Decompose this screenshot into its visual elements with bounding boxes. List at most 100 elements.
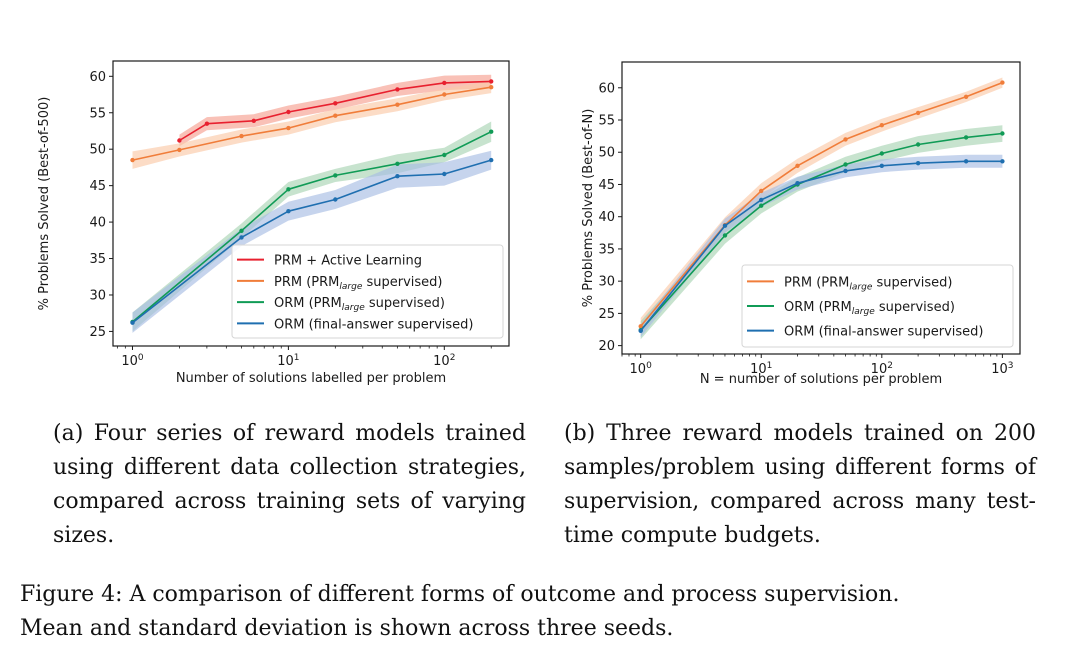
data-point (963, 159, 969, 164)
data-point (251, 118, 256, 124)
y-axis-label: % Problems Solved (Best-of-N) (581, 109, 596, 308)
y-tick-label: 25 (89, 325, 106, 340)
data-point (130, 320, 135, 325)
data-point (915, 161, 921, 166)
y-tick-label: 20 (598, 339, 615, 354)
data-point (879, 151, 884, 156)
x-tick-label: 101 (277, 353, 299, 369)
data-point (130, 157, 135, 163)
data-point (1000, 80, 1005, 85)
figure-caption: Figure 4: A comparison of different form… (20, 578, 1080, 646)
data-point (333, 173, 338, 178)
legend-label: ORM (final-answer supervised) (274, 317, 473, 332)
legend-item: ORM (final-answer supervised) (747, 325, 983, 340)
std-band-3 (132, 121, 492, 332)
legend-item: ORM (PRMlarge supervised) (747, 300, 955, 317)
data-point (286, 125, 291, 131)
data-point (759, 203, 764, 208)
y-tick-label: 30 (89, 288, 106, 303)
y-tick-label: 40 (89, 216, 106, 231)
legend-label: PRM (PRMlarge supervised) (784, 275, 953, 292)
data-point (722, 223, 728, 228)
legend-label: ORM (PRMlarge supervised) (274, 296, 445, 313)
subfigure-caption-a: (a) Four series of reward models trained… (53, 421, 526, 548)
data-point (795, 163, 800, 168)
y-tick-label: 50 (598, 146, 615, 161)
data-point (722, 233, 728, 238)
data-point (879, 163, 884, 168)
subfigure-caption-b: (b) Three reward models trained on 200 s… (564, 421, 1036, 548)
legend-box (231, 244, 504, 339)
data-point (843, 168, 848, 174)
std-band-3 (640, 154, 1003, 338)
data-point (442, 171, 447, 177)
legend-item: ORM (final-answer supervised) (237, 317, 473, 332)
data-point (177, 138, 182, 143)
data-point (915, 110, 921, 116)
data-point (843, 162, 848, 167)
data-point (286, 109, 291, 115)
plot-area (638, 77, 1005, 340)
legend-item: PRM + Active Learning (237, 254, 422, 269)
data-point (239, 133, 244, 139)
legend-item: PRM (PRMlarge supervised) (237, 275, 443, 292)
data-point (1000, 159, 1005, 164)
x-tick-label: 100 (630, 361, 653, 377)
data-point (638, 328, 643, 333)
std-band-2 (640, 125, 1003, 340)
data-point (915, 142, 921, 147)
axes-frame (621, 61, 1021, 355)
data-point (489, 157, 494, 163)
legend-item: ORM (PRMlarge supervised) (237, 296, 445, 313)
x-tick-label: 101 (750, 361, 772, 377)
x-tick-label: 103 (991, 361, 1013, 377)
y-tick-label: 45 (598, 178, 615, 193)
y-tick-label: 55 (89, 106, 106, 121)
legend-item: PRM (PRMlarge supervised) (747, 275, 953, 292)
std-band-4 (132, 150, 492, 333)
data-point (843, 137, 848, 142)
y-tick-label: 35 (598, 242, 615, 257)
y-tick-label: 45 (89, 179, 106, 194)
legend-label: ORM (final-answer supervised) (784, 325, 983, 340)
data-point (395, 174, 400, 179)
y-tick-label: 30 (598, 275, 615, 290)
y-tick-label: 60 (89, 70, 106, 85)
legend-label: ORM (PRMlarge supervised) (784, 300, 955, 317)
data-point (239, 228, 244, 233)
data-point (177, 147, 182, 153)
y-tick-label: 50 (89, 143, 106, 158)
legend-box (741, 264, 1014, 348)
data-point (395, 87, 400, 92)
data-point (395, 161, 400, 166)
data-point (759, 197, 764, 203)
data-point (963, 94, 969, 100)
figure-caption-line-2: Mean and standard deviation is shown acr… (20, 616, 674, 641)
data-point (333, 101, 338, 106)
y-tick-label: 40 (598, 210, 615, 225)
data-point (489, 129, 494, 134)
data-point (442, 80, 447, 86)
data-point (286, 209, 291, 214)
legend-label: PRM + Active Learning (274, 254, 422, 269)
data-point (879, 123, 884, 128)
chart-b-best-of-n: 20 25 30 35 40 45 50 55 60 100 101 102 103 N = number… (581, 61, 1021, 387)
data-point (795, 181, 800, 186)
data-point (442, 92, 447, 97)
series-line-1 (178, 80, 492, 142)
series-line-2 (132, 86, 492, 161)
chart-a-learning-curves: 25 30 35 40 45 50 55 60 100 101 102 Number of solut… (37, 60, 510, 386)
data-point (963, 135, 969, 140)
std-band-1 (179, 74, 492, 147)
legend: PRM (PRMlarge supervised) ORM (PRMlarge s… (741, 264, 1014, 348)
x-axis-label: Number of solutions labelled per problem (176, 371, 446, 386)
y-axis-label: % Problems Solved (Best-of-500) (37, 97, 52, 311)
plot-area (130, 74, 494, 333)
data-point (286, 187, 291, 192)
figure-caption-line-1: Figure 4: A comparison of different form… (20, 582, 900, 607)
data-point (333, 197, 338, 202)
x-axis-label: N = number of solutions per problem (700, 372, 942, 387)
data-point (333, 113, 338, 118)
data-point (204, 121, 210, 126)
y-tick-label: 55 (598, 114, 615, 129)
